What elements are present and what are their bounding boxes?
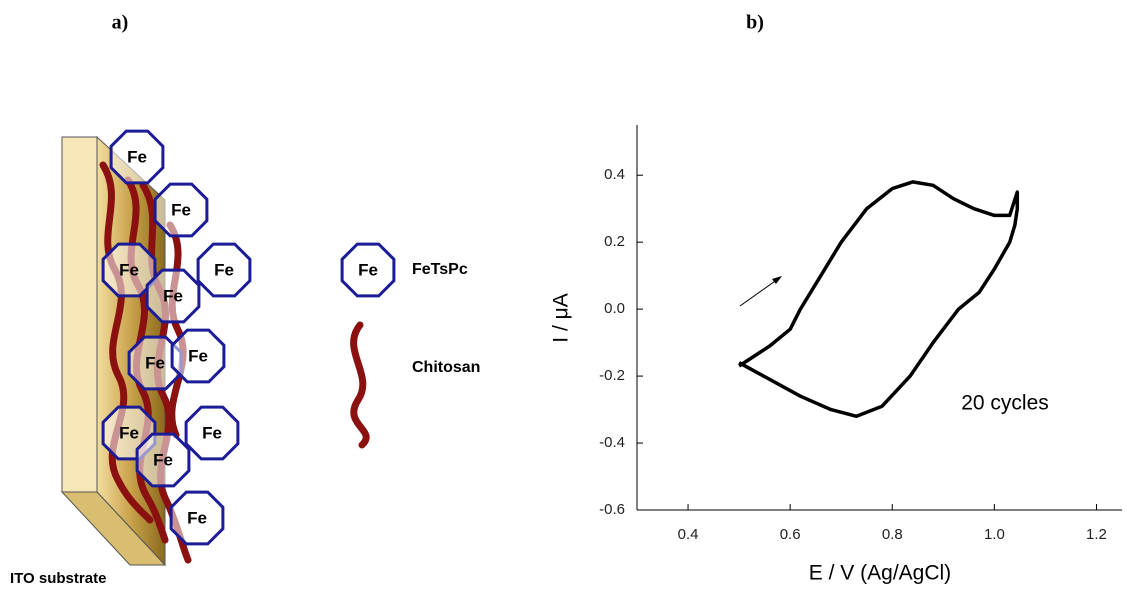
fe-label: Fe — [188, 346, 208, 365]
fe-label: Fe — [127, 147, 147, 166]
annotation: 20 cycles — [961, 392, 1049, 415]
fe-label: Fe — [163, 286, 183, 305]
fe-octagon — [153, 182, 209, 238]
fe-octagon — [340, 242, 396, 298]
fe-octagon — [169, 490, 225, 546]
substrate-edge — [61, 136, 98, 493]
x-tick-label: 1.2 — [1086, 526, 1107, 543]
x-axis-label: E / V (Ag/AgCl) — [809, 562, 951, 585]
fe-label: Fe — [171, 200, 191, 219]
scan-arrow-head — [772, 276, 782, 284]
fe-label: Fe — [202, 423, 222, 442]
y-tick-label: 0.0 — [604, 300, 625, 317]
node-group: Fe Fe Fe Fe Fe Fe Fe Fe Fe Fe Fe Fe — [101, 129, 396, 546]
fe-octagon — [184, 405, 240, 461]
cv-curve — [738, 180, 1020, 419]
fe-label: Fe — [214, 260, 234, 279]
y-tick-label: 0.2 — [604, 233, 625, 250]
y-tick-label: 0.4 — [604, 166, 625, 183]
legend-chitosan-symbol — [350, 321, 370, 449]
panel-label: b) — [746, 12, 764, 34]
x-tick-label: 0.4 — [678, 526, 699, 543]
fe-label: Fe — [187, 508, 207, 527]
substrate-label: ITO substrate — [10, 570, 106, 587]
chitosan-chain — [166, 221, 187, 439]
y-tick-label: -0.6 — [599, 501, 625, 518]
fe-octagon — [145, 268, 201, 324]
panel-label: a) — [112, 12, 129, 34]
legend-label: Chitosan — [412, 359, 480, 376]
x-tick-label: 0.8 — [882, 526, 903, 543]
legend-label: FeTsPc — [412, 261, 468, 278]
fe-label: Fe — [119, 260, 139, 279]
fe-octagon — [196, 242, 252, 298]
x-tick-label: 0.6 — [780, 526, 801, 543]
fe-label: Fe — [358, 260, 378, 279]
fe-octagon — [135, 432, 191, 488]
fe-label: Fe — [119, 423, 139, 442]
fe-octagon — [101, 242, 157, 298]
y-tick-label: -0.2 — [599, 367, 625, 384]
y-axis-label: I / μA — [550, 293, 573, 342]
fe-label: Fe — [153, 450, 173, 469]
fe-label: Fe — [145, 353, 165, 372]
chitosan-chain — [99, 161, 154, 524]
substrate-bottom — [60, 491, 167, 566]
x-tick-label: 1.0 — [984, 526, 1005, 543]
y-tick-label: -0.4 — [599, 434, 625, 451]
fe-octagon — [170, 328, 226, 384]
scan-arrow — [739, 278, 779, 307]
fe-octagon — [109, 129, 165, 185]
